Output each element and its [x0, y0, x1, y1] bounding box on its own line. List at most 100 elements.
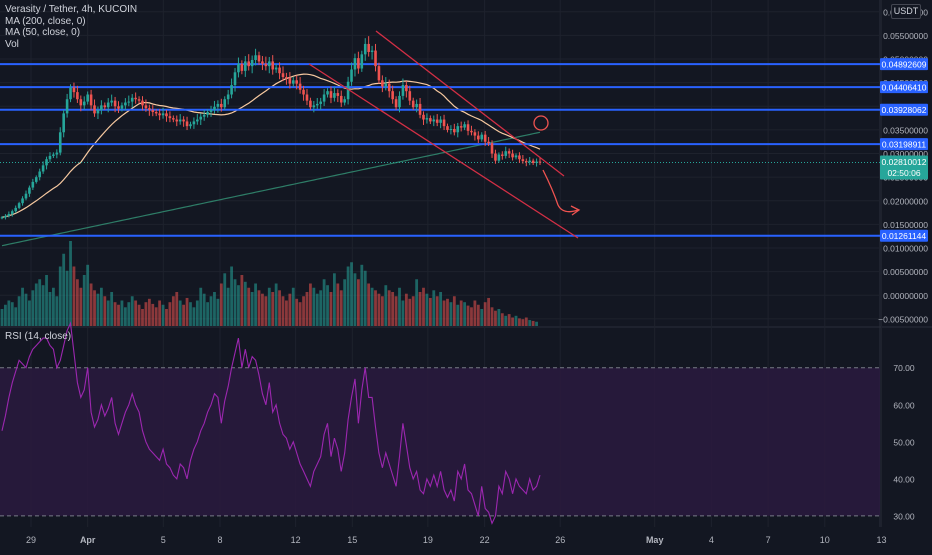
- candle-body: [161, 113, 165, 116]
- volume-bar: [332, 273, 336, 326]
- candle-body: [288, 77, 292, 84]
- volume-bar: [151, 303, 155, 326]
- legend-vol[interactable]: Vol: [5, 38, 19, 50]
- candle-body: [281, 73, 285, 78]
- volume-bar: [384, 285, 388, 326]
- volume-bar: [319, 290, 323, 326]
- candle-body: [285, 77, 288, 79]
- candle-body: [199, 116, 203, 120]
- candle-body: [418, 103, 422, 115]
- volume-bar: [497, 309, 501, 326]
- legend-ma50[interactable]: MA (50, close, 0): [5, 27, 81, 38]
- volume-bar: [69, 241, 72, 326]
- candle-body: [446, 126, 449, 130]
- volume-bar: [28, 300, 31, 326]
- time-tick-label: 26: [555, 535, 565, 545]
- volume-bar: [250, 292, 254, 326]
- candle-body: [411, 100, 415, 108]
- candle-body: [192, 121, 196, 125]
- volume-bar: [370, 287, 374, 326]
- candle-body: [470, 130, 473, 133]
- volume-bar: [206, 302, 210, 326]
- candle-body: [151, 110, 155, 112]
- candle-body: [514, 155, 518, 158]
- volume-bar: [24, 293, 28, 326]
- candle-body: [463, 124, 466, 128]
- volume-bar: [113, 302, 117, 326]
- candle-body: [291, 80, 295, 84]
- candle-body: [439, 119, 442, 123]
- volume-bar: [271, 292, 275, 326]
- time-tick-label: 12: [291, 535, 301, 545]
- currency-unit-button[interactable]: USDT: [891, 4, 921, 19]
- candle-body: [168, 116, 172, 119]
- rsi-tick-label: 30.00: [893, 511, 915, 521]
- candle-body: [449, 128, 453, 130]
- candle-body: [130, 97, 134, 102]
- volume-bar: [394, 296, 398, 326]
- volume-bar: [459, 300, 463, 326]
- volume-bar: [257, 290, 261, 326]
- candle-body: [408, 91, 412, 101]
- candle-body: [326, 91, 329, 95]
- candle-body: [309, 100, 312, 108]
- volume-bar: [233, 279, 237, 326]
- volume-bar: [137, 304, 141, 326]
- level-price-label: 0.04892609: [882, 60, 927, 70]
- volume-bar: [199, 287, 203, 326]
- rsi-tick-label: 60.00: [893, 400, 915, 410]
- countdown-label: 02:50:06: [887, 168, 920, 178]
- candle-body: [96, 110, 100, 114]
- volume-bar: [507, 314, 511, 326]
- channel-upper-line: [375, 30, 565, 177]
- candle-body: [504, 151, 508, 156]
- candle-body: [329, 91, 333, 98]
- volume-bar: [240, 275, 244, 326]
- volume-bar: [531, 320, 535, 326]
- price-tick-label: −0.00500000: [878, 314, 928, 324]
- volume-bar: [58, 266, 62, 326]
- candle-body: [511, 153, 514, 158]
- candle-body: [360, 54, 364, 69]
- candle-body: [216, 103, 220, 107]
- candle-body: [387, 83, 391, 92]
- volume-bar: [322, 279, 326, 326]
- volume-bar: [182, 304, 186, 326]
- ma200-line: [1, 131, 541, 247]
- volume-bar: [134, 300, 138, 326]
- volume-bar: [326, 285, 329, 326]
- candle-body: [100, 105, 103, 111]
- volume-bar: [466, 305, 470, 326]
- legend-ma200[interactable]: MA (200, close, 0): [5, 15, 86, 27]
- volume-bar: [189, 302, 192, 326]
- candle-body: [302, 89, 305, 95]
- volume-bar: [31, 290, 35, 326]
- volume-bar: [192, 307, 196, 326]
- candle-body: [106, 102, 110, 108]
- candle-body: [226, 94, 230, 100]
- candle-body: [415, 103, 418, 108]
- volume-bar: [387, 290, 391, 326]
- volume-bar: [514, 315, 518, 326]
- volume-bar: [500, 313, 504, 326]
- volume-bar: [415, 279, 419, 326]
- candle-body: [233, 72, 237, 86]
- candle-body: [24, 193, 28, 199]
- candle-body: [487, 141, 490, 144]
- volume-bar: [339, 290, 343, 326]
- volume-bar: [99, 287, 103, 326]
- volume-bar: [404, 293, 408, 326]
- volume-bar: [295, 298, 299, 326]
- price-tick-label: 0.01000000: [883, 244, 928, 254]
- candle-body: [243, 61, 247, 71]
- volume-bar: [302, 296, 305, 326]
- legend-rsi[interactable]: RSI (14, close): [5, 331, 72, 342]
- volume-bar: [130, 296, 134, 326]
- candle-body: [31, 181, 35, 188]
- candle-body: [137, 99, 141, 101]
- candle-body: [305, 94, 309, 101]
- volume-bar: [147, 298, 151, 326]
- candle-body: [79, 99, 83, 106]
